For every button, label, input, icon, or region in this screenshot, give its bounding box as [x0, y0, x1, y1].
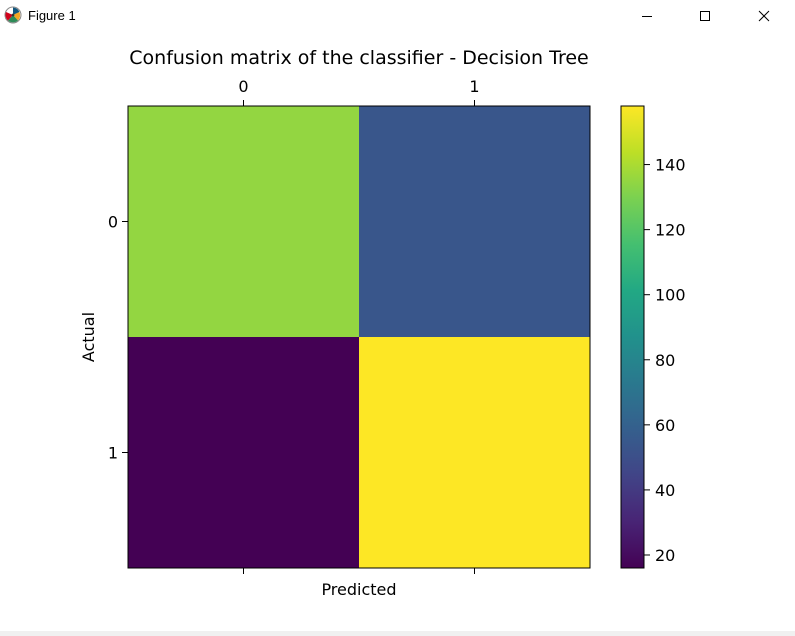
minimize-icon: [642, 15, 652, 17]
colorbar-tick-label-2: 60: [655, 416, 675, 435]
status-bar: [0, 631, 795, 636]
colorbar-tick-label-3: 80: [655, 351, 675, 370]
title-bar[interactable]: Figure 1: [0, 0, 795, 31]
matplotlib-icon: [4, 6, 22, 24]
colorbar-ticks: 20 40 60 80 100 120 140: [644, 156, 686, 565]
x-tick-label-1: 1: [469, 77, 479, 96]
colorbar-tick-label-6: 140: [655, 156, 686, 175]
cell-r0-c0: [128, 106, 359, 337]
close-icon: [758, 10, 770, 21]
plot-frame: [127, 105, 591, 569]
cell-r0-c1: [359, 106, 590, 337]
colorbar-tick-label-1: 40: [655, 481, 675, 500]
maximize-button[interactable]: [682, 0, 728, 31]
window-title: Figure 1: [28, 8, 76, 23]
x-tick-label-0: 0: [238, 77, 248, 96]
chart-title: Confusion matrix of the classifier - Dec…: [129, 47, 588, 69]
y-ticks: 01: [108, 213, 128, 463]
colorbar: [621, 106, 644, 568]
minimize-button[interactable]: [624, 0, 670, 31]
y-tick-label-0: 0: [108, 213, 118, 232]
confusion-matrix-figure: Confusion matrix of the classifier - Dec…: [79, 47, 686, 599]
colorbar-tick-label-0: 20: [655, 546, 675, 565]
colorbar-tick-label-4: 100: [655, 286, 686, 305]
cell-r1-c0: [128, 337, 359, 568]
x-axis-label: Predicted: [321, 580, 396, 599]
heatmap-cells: [128, 106, 590, 568]
close-button[interactable]: [741, 0, 787, 31]
colorbar-frame: [620, 105, 645, 569]
cell-r1-c1: [359, 337, 590, 568]
y-axis-label: Actual: [79, 312, 98, 362]
maximize-icon: [700, 10, 710, 21]
colorbar-tick-label-5: 120: [655, 221, 686, 240]
y-tick-label-1: 1: [108, 444, 118, 463]
